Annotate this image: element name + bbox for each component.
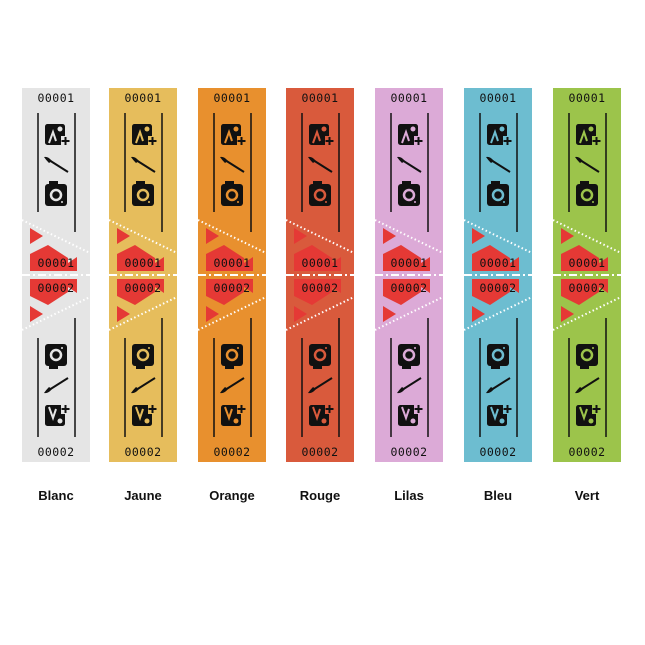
roll-color-label: Bleu — [483, 488, 513, 503]
camera-icon — [309, 344, 331, 369]
image-plus-icon — [487, 124, 512, 145]
ticket-number-bottom: 00002 — [390, 445, 427, 459]
roll-color-label: Rouge — [299, 488, 341, 503]
ticket-number-top: 00001 — [479, 91, 516, 105]
paintbrush-icon — [220, 156, 245, 173]
stub-number-top: 00001 — [479, 256, 516, 270]
paintbrush-icon — [44, 377, 69, 394]
paintbrush-icon — [220, 377, 245, 394]
camera-icon — [398, 181, 420, 206]
stub-number-bottom: 00002 — [124, 281, 161, 295]
paintbrush-icon — [131, 156, 156, 173]
stub-number-top: 00001 — [213, 256, 250, 270]
roll-color-label: Blanc — [38, 488, 74, 503]
paintbrush-icon — [308, 377, 333, 394]
image-plus-icon — [45, 405, 70, 426]
image-plus-icon — [309, 405, 334, 426]
paintbrush-icon — [308, 156, 333, 173]
ticket-roll-lilas[interactable]: 00001 00001 00002 00002 — [375, 88, 443, 462]
camera-icon — [132, 181, 154, 206]
stub-number-top: 00001 — [124, 256, 161, 270]
ticket-number-top: 00001 — [124, 91, 161, 105]
camera-icon — [221, 181, 243, 206]
image-plus-icon — [221, 124, 246, 145]
stub-number-top: 00001 — [37, 256, 74, 270]
stub-number-bottom: 00002 — [37, 281, 74, 295]
camera-icon — [487, 181, 509, 206]
ticket-number-bottom: 00002 — [37, 445, 74, 459]
ticket-number-top: 00001 — [568, 91, 605, 105]
camera-icon — [45, 344, 67, 369]
image-plus-icon — [132, 405, 157, 426]
stub-number-top: 00001 — [301, 256, 338, 270]
roll-color-label: Vert — [574, 488, 600, 503]
ticket-roll-bleu[interactable]: 00001 00001 00002 00002 — [464, 88, 532, 462]
ticket-number-top: 00001 — [390, 91, 427, 105]
ticket-number-bottom: 00002 — [479, 445, 516, 459]
paintbrush-icon — [131, 377, 156, 394]
stub-number-bottom: 00002 — [568, 281, 605, 295]
stub-number-bottom: 00002 — [301, 281, 338, 295]
ticket-number-bottom: 00002 — [124, 445, 161, 459]
stub-number-bottom: 00002 — [390, 281, 427, 295]
ticket-roll-rouge[interactable]: 00001 00001 00002 00002 — [286, 88, 354, 462]
image-plus-icon — [487, 405, 512, 426]
paintbrush-icon — [486, 156, 511, 173]
ticket-number-bottom: 00002 — [301, 445, 338, 459]
roll-color-label: Orange — [209, 488, 255, 503]
roll-color-label: Jaune — [124, 488, 162, 503]
paintbrush-icon — [397, 156, 422, 173]
paintbrush-icon — [397, 377, 422, 394]
camera-icon — [309, 181, 331, 206]
camera-icon — [132, 344, 154, 369]
image-plus-icon — [398, 405, 423, 426]
camera-icon — [221, 344, 243, 369]
camera-icon — [398, 344, 420, 369]
image-plus-icon — [576, 405, 601, 426]
ticket-number-top: 00001 — [301, 91, 338, 105]
ticket-number-bottom: 00002 — [568, 445, 605, 459]
paintbrush-icon — [486, 377, 511, 394]
stub-number-bottom: 00002 — [213, 281, 250, 295]
ticket-number-top: 00001 — [213, 91, 250, 105]
camera-icon — [576, 181, 598, 206]
ticket-roll-blanc[interactable]: 00001 00001 00002 00002 — [22, 88, 90, 462]
ticket-roll-orange[interactable]: 00001 00001 00002 00002 — [198, 88, 266, 462]
image-plus-icon — [576, 124, 601, 145]
stub-number-bottom: 00002 — [479, 281, 516, 295]
stub-number-top: 00001 — [390, 256, 427, 270]
camera-icon — [45, 181, 67, 206]
paintbrush-icon — [575, 377, 600, 394]
image-plus-icon — [132, 124, 157, 145]
paintbrush-icon — [44, 156, 69, 173]
image-plus-icon — [309, 124, 334, 145]
ticket-roll-jaune[interactable]: 00001 00001 00002 00002 — [109, 88, 177, 462]
roll-color-label: Lilas — [394, 488, 424, 503]
ticket-number-top: 00001 — [37, 91, 74, 105]
camera-icon — [487, 344, 509, 369]
image-plus-icon — [221, 405, 246, 426]
image-plus-icon — [45, 124, 70, 145]
image-plus-icon — [398, 124, 423, 145]
paintbrush-icon — [575, 156, 600, 173]
stub-number-top: 00001 — [568, 256, 605, 270]
ticket-roll-vert[interactable]: 00001 00001 00002 00002 — [553, 88, 621, 462]
ticket-number-bottom: 00002 — [213, 445, 250, 459]
camera-icon — [576, 344, 598, 369]
